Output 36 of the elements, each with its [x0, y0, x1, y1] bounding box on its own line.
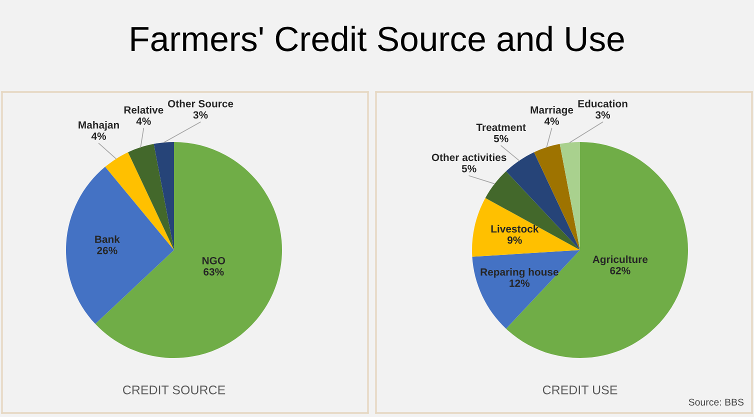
pie-slice [154, 142, 174, 250]
slice-label: Other activities [432, 153, 506, 162]
slice-label: Education [578, 100, 628, 108]
data-label: 5% [494, 134, 508, 142]
slice-label: NGO [202, 256, 226, 264]
data-label: 3% [595, 111, 610, 119]
pie-slice [66, 166, 174, 324]
pie-slice [472, 198, 580, 257]
data-label: 4% [544, 118, 560, 125]
slice-label: Treatment [476, 124, 526, 132]
data-label: 12% [510, 280, 530, 287]
data-label: 62% [610, 266, 630, 274]
pie-slice [485, 171, 580, 250]
data-label: 4% [91, 132, 106, 140]
text: Farmers' Credit Source and Use [131, 26, 624, 52]
slice-label: Mahajan [78, 120, 119, 131]
data-label: 63% [204, 268, 224, 276]
slice-label: Marriage [530, 106, 574, 116]
data-label: 9% [507, 236, 522, 244]
data-label: 5% [462, 165, 476, 172]
data-label: 3% [193, 111, 208, 119]
data-label: 26% [97, 246, 118, 254]
slice-label: Other Source [168, 100, 234, 108]
text: CREDIT SOURCE [123, 386, 226, 394]
source-note: Source: BBS [688, 398, 744, 406]
slice-label: Agriculture [592, 255, 648, 266]
slice-label: Bank [95, 235, 120, 243]
data-label: 4% [136, 118, 151, 125]
pie-slice [128, 144, 174, 250]
slice-label: Reparing house [480, 268, 558, 278]
pie-slice [472, 250, 580, 329]
pie-slice [95, 142, 282, 358]
pie-slice [560, 142, 580, 250]
slice-label: Relative [124, 106, 164, 114]
slice-label: Livestock [491, 224, 539, 233]
text: CREDIT USE [542, 386, 618, 394]
